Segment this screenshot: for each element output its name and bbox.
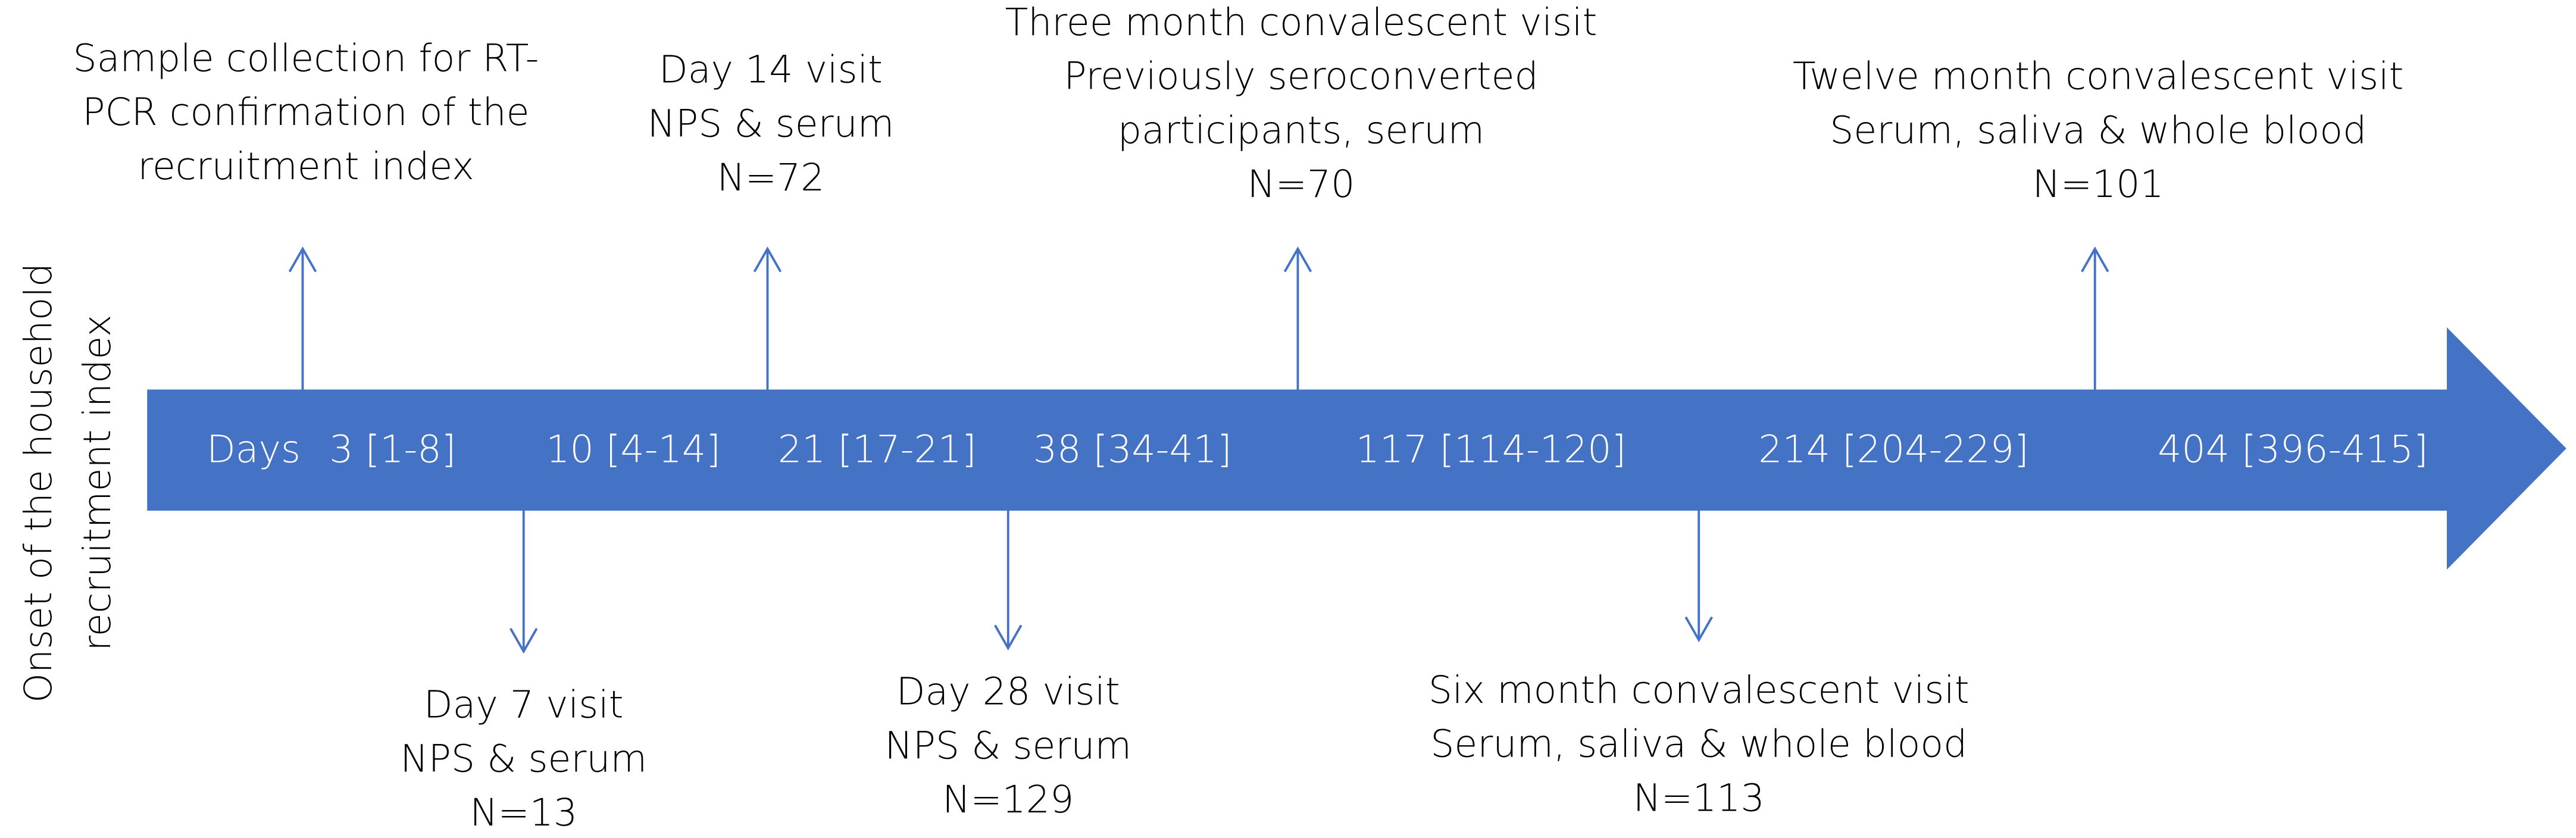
- arrow-head: [753, 246, 782, 273]
- timeline-label: 21 [17-21]: [778, 427, 977, 471]
- arrow-head: [1684, 616, 1713, 643]
- timeline-label: 38 [34-41]: [1033, 427, 1232, 471]
- event-label: PCR confirmation of the: [82, 90, 529, 134]
- event-label: recruitment index: [137, 144, 474, 188]
- arrow-head: [1283, 246, 1312, 273]
- event-label: N=70: [1248, 162, 1355, 206]
- event-label: Sample collection for RT-: [73, 36, 539, 80]
- event-label: Twelve month convalescent visit: [1793, 54, 2403, 98]
- timeline-label: 10 [4-14]: [546, 427, 720, 471]
- event-label: NPS & serum: [400, 736, 647, 780]
- timeline-label: 404 [396-415]: [2158, 427, 2428, 471]
- event-label: N=101: [2033, 162, 2164, 206]
- timeline-label: 214 [204-229]: [1758, 427, 2028, 471]
- event-label: Three month convalescent visit: [1005, 0, 1598, 44]
- event-label: Day 28 visit: [896, 670, 1120, 714]
- arrow-head: [2081, 246, 2109, 273]
- timeline-label: Days: [207, 427, 301, 471]
- event-label: N=13: [470, 790, 577, 834]
- timeline-label: 3 [1-8]: [329, 427, 456, 471]
- side-label: Onset of the household: [16, 263, 60, 703]
- event-label: N=129: [942, 777, 1074, 821]
- timeline-label: 117 [114-120]: [1356, 427, 1626, 471]
- arrow-head: [509, 628, 538, 654]
- event-label: N=113: [1633, 776, 1765, 820]
- event-label: participants, serum: [1118, 108, 1484, 152]
- arrow-head: [288, 246, 317, 273]
- event-label: Day 14 visit: [659, 48, 883, 92]
- event-label: NPS & serum: [884, 723, 1131, 767]
- event-label: N=72: [717, 155, 825, 199]
- event-label: NPS & serum: [648, 101, 895, 145]
- event-label: Serum, saliva & whole blood: [1830, 108, 2366, 152]
- event-label: Six month convalescent visit: [1428, 668, 1969, 712]
- side-label: recruitment index: [75, 315, 119, 651]
- timeline-arrow: [147, 327, 2566, 570]
- event-label: Serum, saliva & whole blood: [1430, 722, 1967, 766]
- event-label: Day 7 visit: [424, 683, 624, 727]
- event-label: Previously seroconverted: [1064, 54, 1538, 98]
- arrow-head: [994, 624, 1023, 651]
